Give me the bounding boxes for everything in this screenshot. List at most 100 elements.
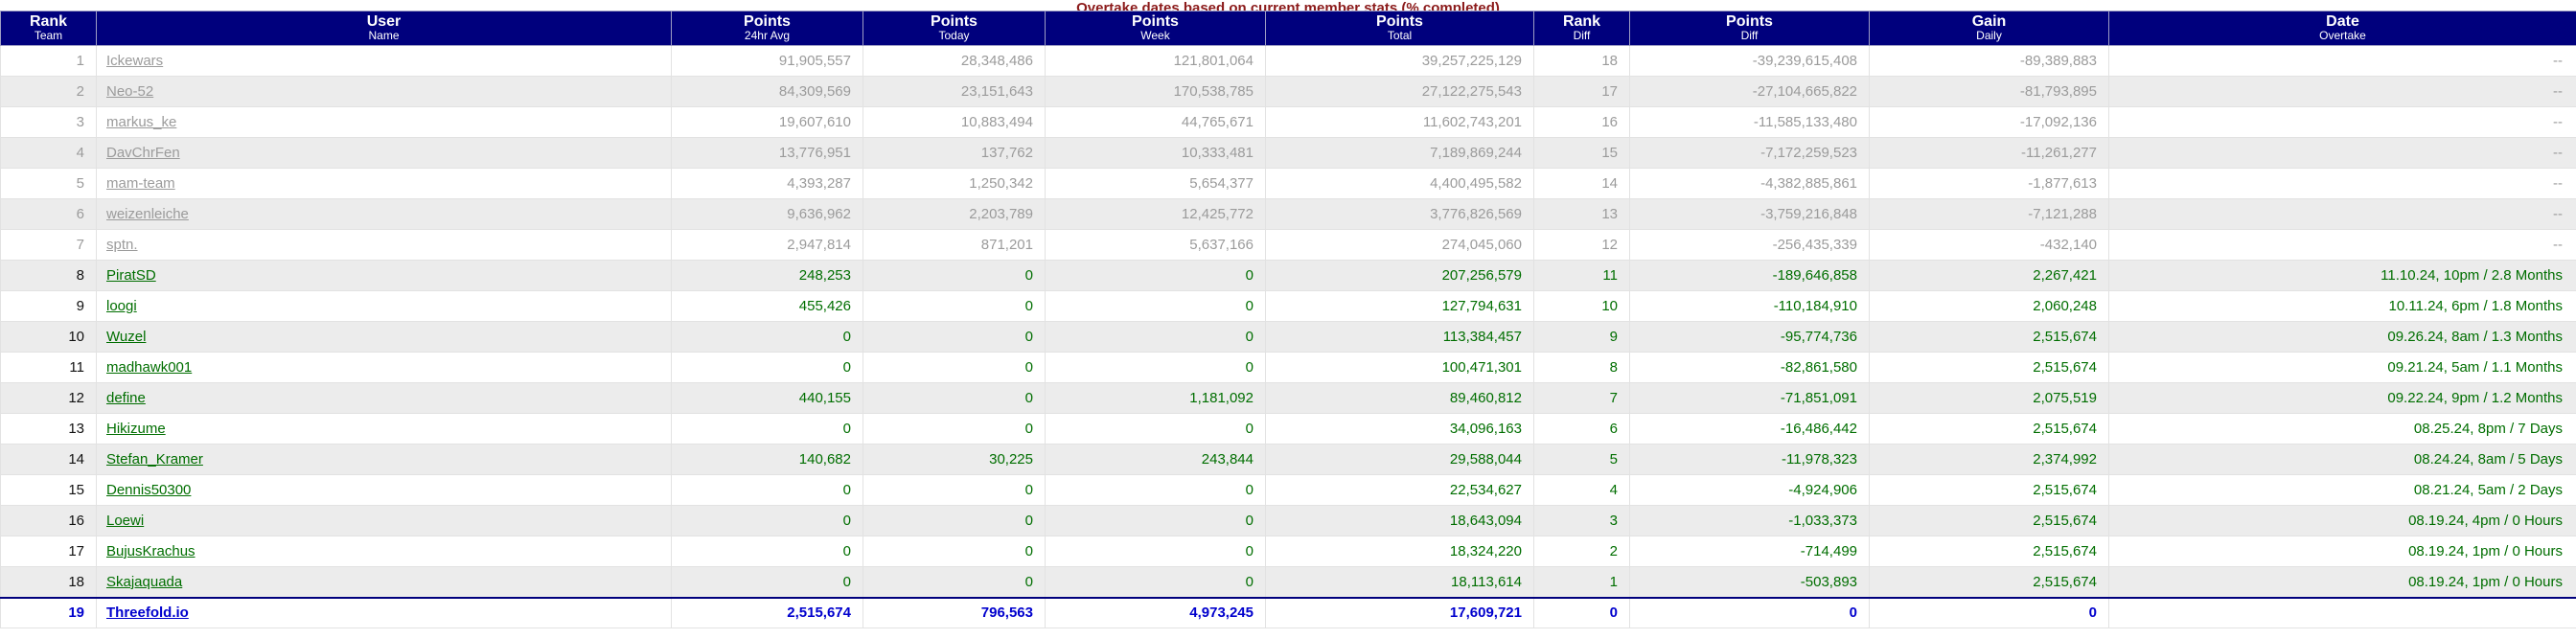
- cell-rankdiff: 10: [1533, 290, 1630, 322]
- cell-total: 29,588,044: [1265, 444, 1534, 475]
- user-link[interactable]: madhawk001: [106, 359, 193, 376]
- user-link[interactable]: Wuzel: [106, 329, 147, 345]
- cell-rankdiff: 8: [1533, 352, 1630, 383]
- cell-rankdiff: 15: [1533, 137, 1630, 169]
- cell-rankdiff: 2: [1533, 536, 1630, 567]
- cell-date: --: [2108, 168, 2576, 199]
- cell-avg: 91,905,557: [671, 45, 863, 77]
- user-link[interactable]: Ickewars: [106, 53, 164, 69]
- cell-week: 44,765,671: [1045, 106, 1266, 138]
- column-title: Date: [2326, 13, 2359, 30]
- column-header-today: Points Today: [862, 11, 1046, 46]
- cell-date: --: [2108, 76, 2576, 107]
- cell-total: 89,460,812: [1265, 382, 1534, 414]
- cell-date: 11.10.24, 10pm / 2.8 Months: [2108, 260, 2576, 291]
- user-link[interactable]: weizenleiche: [106, 206, 189, 222]
- user-link[interactable]: sptn.: [106, 237, 138, 253]
- user-link[interactable]: Neo-52: [106, 83, 154, 100]
- cell-total: 113,384,457: [1265, 321, 1534, 353]
- user-link[interactable]: Skajaquada: [106, 573, 183, 590]
- table-row: 2 Neo-52 84,309,569 23,151,643 170,538,785 27…: [0, 76, 2576, 107]
- cell-pointsdiff: -503,893: [1629, 566, 1870, 598]
- cell-avg: 0: [671, 321, 863, 353]
- table-row: 19 Threefold.io 2,515,674 796,563 4,973,245 1…: [0, 596, 2576, 628]
- table-row: 15 Dennis50300 0 0 0 22,534,627 4 -4,924,906 2,5…: [0, 474, 2576, 506]
- cell-rank: 11: [0, 352, 97, 383]
- cell-today: 871,201: [862, 229, 1046, 261]
- clipped-caption-text: Overtake dates based on current member s…: [1076, 0, 1500, 11]
- cell-pointsdiff: -95,774,736: [1629, 321, 1870, 353]
- cell-gain: 2,075,519: [1869, 382, 2109, 414]
- column-title: Rank: [29, 13, 68, 30]
- cell-week: 5,637,166: [1045, 229, 1266, 261]
- column-header-week: Points Week: [1045, 11, 1266, 46]
- cell-week: 0: [1045, 505, 1266, 536]
- cell-week: 12,425,772: [1045, 198, 1266, 230]
- cell-rankdiff: 18: [1533, 45, 1630, 77]
- cell-date: 09.21.24, 5am / 1.1 Months: [2108, 352, 2576, 383]
- cell-total: 7,189,869,244: [1265, 137, 1534, 169]
- user-link[interactable]: mam-team: [106, 175, 175, 192]
- user-link[interactable]: markus_ke: [106, 114, 177, 130]
- cell-gain: -81,793,895: [1869, 76, 2109, 107]
- user-link[interactable]: Stefan_Kramer: [106, 451, 203, 468]
- table-row: 8 PiratSD 248,253 0 0 207,256,579 11 -189,646,8…: [0, 260, 2576, 291]
- cell-pointsdiff: -39,239,615,408: [1629, 45, 1870, 77]
- cell-today: 23,151,643: [862, 76, 1046, 107]
- cell-gain: -1,877,613: [1869, 168, 2109, 199]
- cell-week: 4,973,245: [1045, 596, 1266, 628]
- cell-week: 0: [1045, 536, 1266, 567]
- cell-gain: -17,092,136: [1869, 106, 2109, 138]
- cell-gain: -432,140: [1869, 229, 2109, 261]
- user-link[interactable]: Dennis50300: [106, 482, 192, 498]
- table-row: 3 markus_ke 19,607,610 10,883,494 44,765,671…: [0, 106, 2576, 138]
- user-link[interactable]: define: [106, 390, 146, 406]
- cell-gain: 2,515,674: [1869, 505, 2109, 536]
- cell-total: 11,602,743,201: [1265, 106, 1534, 138]
- cell-avg: 84,309,569: [671, 76, 863, 107]
- cell-user: sptn.: [96, 229, 672, 261]
- cell-today: 796,563: [862, 596, 1046, 628]
- cell-week: 10,333,481: [1045, 137, 1266, 169]
- table-row: 11 madhawk001 0 0 0 100,471,301 8 -82,861,580 2,…: [0, 352, 2576, 383]
- cell-total: 27,122,275,543: [1265, 76, 1534, 107]
- user-link[interactable]: loogi: [106, 298, 137, 314]
- user-link[interactable]: BujusKrachus: [106, 543, 196, 559]
- table-row: 5 mam-team 4,393,287 1,250,342 5,654,377 4,40…: [0, 168, 2576, 199]
- cell-total: 18,113,614: [1265, 566, 1534, 598]
- column-header-date: Date Overtake: [2108, 11, 2576, 46]
- user-link[interactable]: Loewi: [106, 513, 145, 529]
- column-title: Gain: [1971, 13, 2007, 30]
- table-row: 12 define 440,155 0 1,181,092 89,460,812 7 -71,…: [0, 382, 2576, 414]
- user-link[interactable]: Threefold.io: [106, 605, 189, 622]
- user-link[interactable]: DavChrFen: [106, 145, 180, 161]
- cell-user: Threefold.io: [96, 596, 672, 628]
- cell-date: --: [2108, 137, 2576, 169]
- cell-rank: 3: [0, 106, 97, 138]
- overtake-table: Rank Team User Name Points 24hr Avg Points Toda…: [0, 11, 2576, 628]
- cell-user: Dennis50300: [96, 474, 672, 506]
- cell-today: 10,883,494: [862, 106, 1046, 138]
- cell-rank: 10: [0, 321, 97, 353]
- cell-avg: 0: [671, 505, 863, 536]
- cell-gain: 2,515,674: [1869, 352, 2109, 383]
- cell-gain: 2,060,248: [1869, 290, 2109, 322]
- cell-week: 243,844: [1045, 444, 1266, 475]
- cell-date: 08.19.24, 1pm / 0 Hours: [2108, 566, 2576, 598]
- cell-date: 08.19.24, 1pm / 0 Hours: [2108, 536, 2576, 567]
- cell-rank: 12: [0, 382, 97, 414]
- user-link[interactable]: PiratSD: [106, 267, 156, 284]
- cell-total: 34,096,163: [1265, 413, 1534, 445]
- cell-user: BujusKrachus: [96, 536, 672, 567]
- table-row: 10 Wuzel 0 0 0 113,384,457 9 -95,774,736 2,515,6…: [0, 321, 2576, 353]
- cell-rank: 16: [0, 505, 97, 536]
- cell-rankdiff: 0: [1533, 596, 1630, 628]
- cell-week: 121,801,064: [1045, 45, 1266, 77]
- header-row: Rank Team User Name Points 24hr Avg Points Toda…: [0, 11, 2576, 46]
- cell-pointsdiff: -7,172,259,523: [1629, 137, 1870, 169]
- cell-gain: 2,267,421: [1869, 260, 2109, 291]
- cell-pointsdiff: -1,033,373: [1629, 505, 1870, 536]
- cell-week: 0: [1045, 260, 1266, 291]
- user-link[interactable]: Hikizume: [106, 421, 166, 437]
- column-header-pointsdiff: Points Diff: [1629, 11, 1870, 46]
